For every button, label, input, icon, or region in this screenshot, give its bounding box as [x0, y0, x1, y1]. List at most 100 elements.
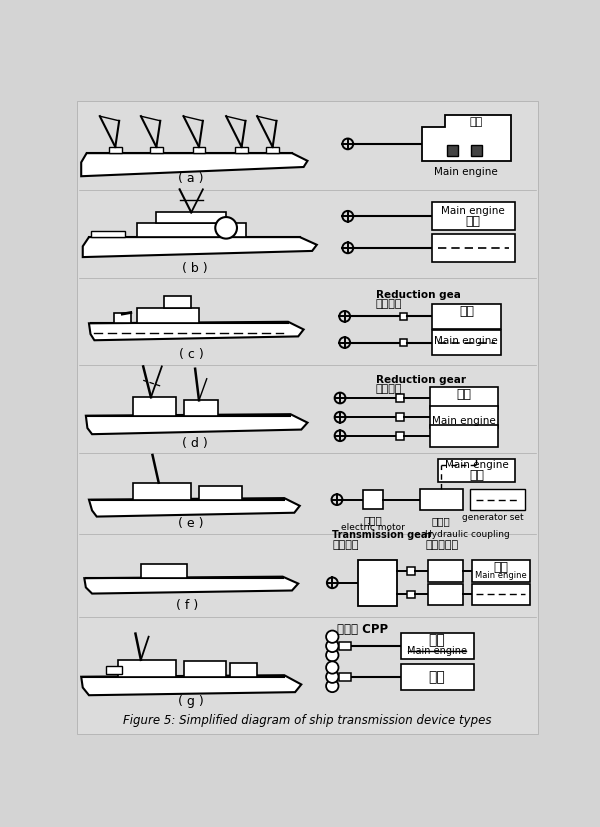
Text: ( g ): ( g ) — [178, 695, 204, 708]
Bar — [431, 234, 515, 261]
Bar — [431, 330, 501, 355]
Bar — [150, 147, 163, 153]
Bar — [157, 213, 226, 223]
Text: ( e ): ( e ) — [179, 518, 204, 530]
Bar — [472, 561, 530, 582]
Text: 主机: 主机 — [493, 561, 508, 574]
Circle shape — [215, 217, 237, 239]
Bar — [338, 673, 351, 681]
Circle shape — [326, 630, 338, 643]
Polygon shape — [86, 414, 308, 434]
Circle shape — [326, 649, 338, 662]
Bar — [396, 394, 404, 402]
Text: Main engine: Main engine — [445, 460, 508, 470]
Text: 主机: 主机 — [428, 670, 445, 684]
Bar — [106, 666, 121, 674]
Text: 主机: 主机 — [428, 633, 445, 648]
Text: 传动齿轮: 传动齿轮 — [332, 540, 359, 550]
Text: 主机: 主机 — [469, 117, 482, 127]
Text: Main engine: Main engine — [434, 167, 498, 177]
Bar — [400, 339, 407, 347]
Text: ( d ): ( d ) — [182, 437, 208, 450]
Text: ( b ): ( b ) — [182, 262, 208, 275]
Circle shape — [326, 680, 338, 692]
Bar — [472, 584, 530, 605]
Polygon shape — [84, 576, 298, 594]
Bar — [447, 146, 458, 156]
Polygon shape — [422, 116, 511, 160]
Bar — [401, 663, 474, 690]
Bar — [91, 231, 125, 237]
Text: 减速齿轮: 减速齿轮 — [376, 299, 402, 309]
Text: 主机: 主机 — [466, 215, 481, 228]
Bar — [118, 660, 176, 676]
Text: Figure 5: Simplified diagram of ship transmission device types: Figure 5: Simplified diagram of ship tra… — [123, 714, 492, 727]
Bar — [428, 561, 463, 582]
Bar — [266, 147, 279, 153]
Text: Main engine: Main engine — [407, 647, 467, 657]
Bar — [431, 304, 501, 328]
Text: Reduction gea: Reduction gea — [376, 290, 461, 300]
Bar — [401, 633, 474, 659]
Bar — [164, 295, 191, 308]
Bar — [133, 397, 176, 416]
Text: 液力耦合器: 液力耦合器 — [425, 540, 458, 550]
Bar — [431, 203, 515, 230]
Bar — [430, 406, 498, 428]
Text: 可调桨 CPP: 可调桨 CPP — [337, 623, 388, 636]
Bar — [193, 147, 205, 153]
Text: 减速齿轮: 减速齿轮 — [376, 384, 402, 394]
Text: 电动机: 电动机 — [364, 515, 383, 525]
Bar — [184, 662, 226, 676]
Text: Main engine: Main engine — [432, 416, 496, 426]
Bar — [230, 663, 257, 676]
Bar — [470, 489, 524, 510]
Bar — [109, 147, 121, 153]
Text: ( c ): ( c ) — [179, 348, 203, 361]
Text: 主机: 主机 — [469, 469, 484, 482]
Circle shape — [326, 640, 338, 653]
Bar — [396, 414, 404, 421]
Bar — [471, 146, 482, 156]
Bar — [199, 485, 242, 500]
Bar — [430, 425, 498, 447]
Bar — [407, 590, 415, 598]
Text: Transmission gear: Transmission gear — [332, 530, 433, 540]
Bar — [396, 432, 404, 440]
Polygon shape — [81, 675, 301, 696]
Bar — [235, 147, 248, 153]
Bar — [184, 400, 218, 416]
Bar — [114, 313, 131, 323]
Circle shape — [326, 662, 338, 674]
Circle shape — [326, 671, 338, 683]
Bar — [364, 490, 383, 509]
Bar — [430, 387, 498, 409]
Text: ( a ): ( a ) — [179, 173, 204, 185]
Text: Main engine: Main engine — [442, 206, 505, 216]
Text: Main engine: Main engine — [475, 571, 526, 580]
Bar — [400, 313, 407, 320]
Polygon shape — [89, 322, 304, 340]
Text: electric motor: electric motor — [341, 523, 406, 532]
Text: Main engine: Main engine — [434, 336, 498, 346]
Bar — [141, 564, 187, 578]
Polygon shape — [81, 153, 308, 176]
Bar — [358, 560, 397, 606]
Text: ( f ): ( f ) — [176, 599, 199, 612]
Bar — [428, 584, 463, 605]
Text: generator set: generator set — [463, 514, 524, 523]
Bar — [338, 642, 351, 650]
Bar — [438, 459, 515, 482]
Bar — [420, 489, 463, 510]
Text: 主机: 主机 — [459, 305, 474, 318]
Text: 主机: 主机 — [457, 388, 472, 400]
Bar — [137, 308, 199, 323]
Text: 发电机: 发电机 — [431, 517, 450, 527]
Bar — [407, 567, 415, 575]
Polygon shape — [83, 237, 317, 257]
Text: Hydraulic coupling: Hydraulic coupling — [425, 530, 510, 539]
Bar — [137, 223, 245, 237]
Polygon shape — [89, 498, 300, 517]
Bar — [133, 483, 191, 500]
Text: Reduction gear: Reduction gear — [376, 375, 466, 385]
